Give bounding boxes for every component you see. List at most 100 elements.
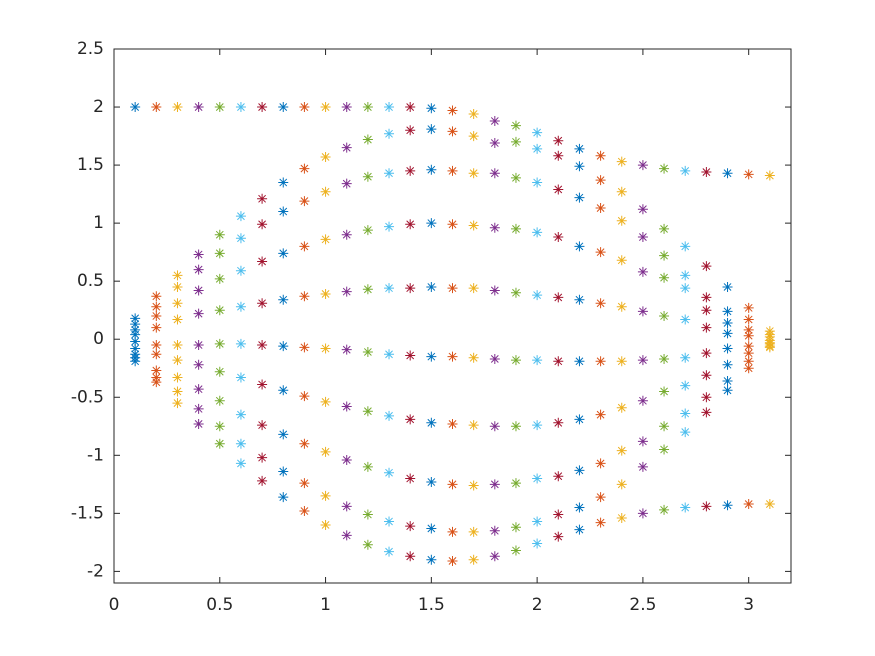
- point: [257, 102, 268, 113]
- point: [426, 554, 437, 565]
- point: [384, 516, 395, 527]
- point: [151, 291, 162, 302]
- y-tick-label: 0.5: [77, 271, 104, 291]
- point: [193, 359, 204, 370]
- y-tick-label: -0.5: [71, 387, 104, 407]
- point: [299, 506, 310, 517]
- point: [172, 270, 183, 281]
- point: [172, 372, 183, 383]
- point: [214, 248, 225, 259]
- y-tick-label: 1.5: [77, 155, 104, 175]
- point: [489, 285, 500, 296]
- point: [214, 438, 225, 449]
- point: [595, 298, 606, 309]
- point: [595, 356, 606, 367]
- point: [510, 172, 521, 183]
- x-tick-label: 0.5: [206, 595, 233, 615]
- point: [193, 384, 204, 395]
- point: [722, 359, 733, 370]
- point: [257, 256, 268, 267]
- point: [447, 105, 458, 116]
- point: [680, 408, 691, 419]
- point: [235, 372, 246, 383]
- point: [320, 490, 331, 501]
- point: [532, 538, 543, 549]
- point: [659, 250, 670, 261]
- point: [130, 102, 141, 113]
- point: [405, 219, 416, 230]
- point: [214, 395, 225, 406]
- point: [193, 285, 204, 296]
- point: [468, 352, 479, 363]
- point: [722, 385, 733, 396]
- point: [384, 283, 395, 294]
- point: [214, 421, 225, 432]
- point: [447, 555, 458, 566]
- point: [172, 298, 183, 309]
- point: [235, 102, 246, 113]
- point: [235, 301, 246, 312]
- point: [341, 344, 352, 355]
- point: [130, 329, 141, 340]
- point: [405, 350, 416, 361]
- point: [426, 523, 437, 534]
- x-tick-label: 2: [532, 595, 543, 615]
- point: [362, 102, 373, 113]
- point: [447, 351, 458, 362]
- point: [532, 420, 543, 431]
- point: [447, 283, 458, 294]
- point: [405, 125, 416, 136]
- point: [489, 168, 500, 179]
- point: [659, 272, 670, 283]
- point: [257, 193, 268, 204]
- point: [341, 501, 352, 512]
- point: [680, 270, 691, 281]
- point: [637, 160, 648, 171]
- point: [278, 248, 289, 259]
- point: [341, 286, 352, 297]
- point: [193, 418, 204, 429]
- point: [637, 436, 648, 447]
- point: [722, 328, 733, 339]
- point: [214, 366, 225, 377]
- point: [553, 417, 564, 428]
- point: [680, 283, 691, 294]
- point: [574, 241, 585, 252]
- point: [510, 478, 521, 489]
- point: [616, 255, 627, 266]
- point: [193, 403, 204, 414]
- point: [574, 143, 585, 154]
- point: [172, 340, 183, 351]
- point: [574, 192, 585, 203]
- point: [235, 409, 246, 420]
- point: [680, 165, 691, 176]
- point: [405, 102, 416, 113]
- point: [553, 292, 564, 303]
- point: [468, 283, 479, 294]
- point: [743, 341, 754, 352]
- point: [257, 452, 268, 463]
- point: [405, 414, 416, 425]
- point: [299, 438, 310, 449]
- point: [637, 461, 648, 472]
- point: [299, 163, 310, 174]
- point: [701, 292, 712, 303]
- point: [637, 395, 648, 406]
- point: [235, 338, 246, 349]
- point: [616, 215, 627, 226]
- point: [299, 391, 310, 402]
- point: [172, 281, 183, 292]
- point: [743, 363, 754, 374]
- point: [743, 348, 754, 359]
- point: [278, 341, 289, 352]
- point: [616, 356, 627, 367]
- point: [362, 171, 373, 182]
- point: [320, 519, 331, 530]
- point: [384, 168, 395, 179]
- y-tick-label: 1: [93, 213, 104, 233]
- point: [468, 131, 479, 142]
- y-tick-label: 2: [93, 97, 104, 117]
- point: [553, 509, 564, 520]
- point: [468, 420, 479, 431]
